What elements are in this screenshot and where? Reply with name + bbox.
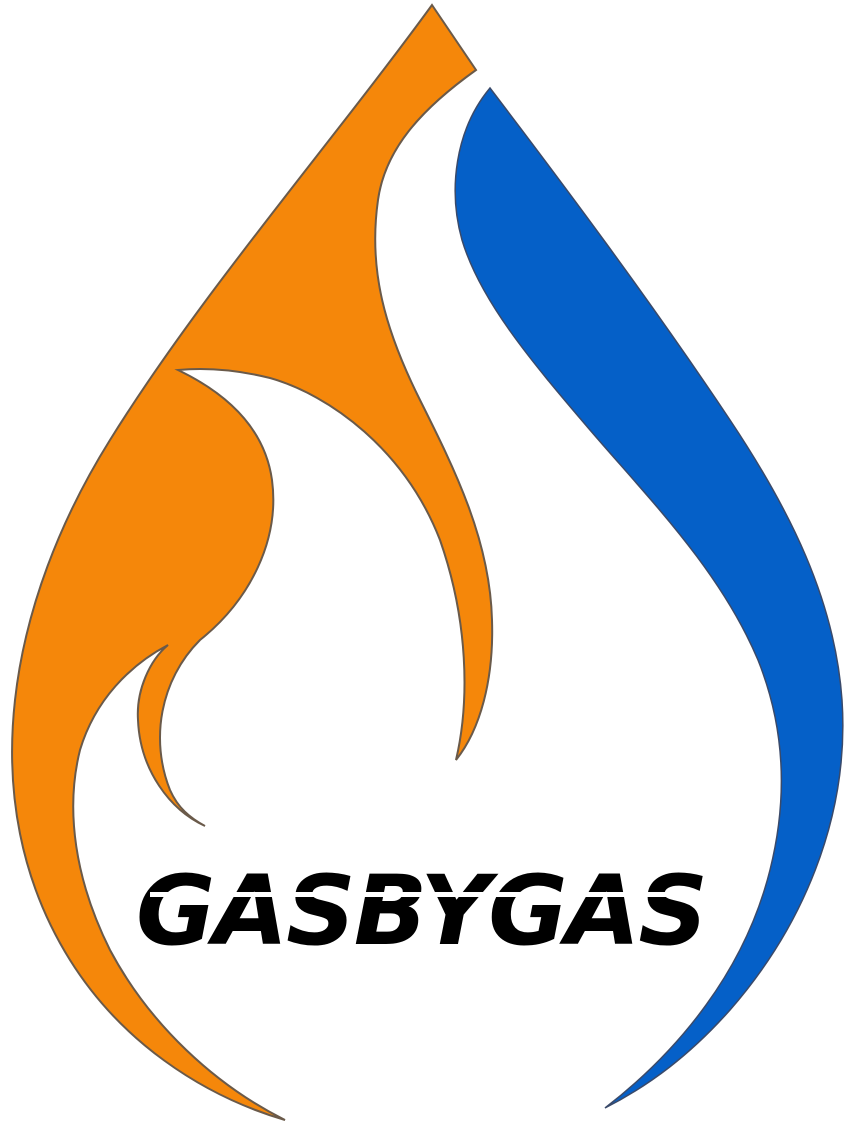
water-drop-shape-icon — [454, 86, 844, 1109]
flame-shape-icon — [11, 3, 494, 1121]
wordmark-stripe — [150, 892, 710, 897]
brand-name-text: GASBYGAS — [136, 855, 706, 967]
brand-wordmark: GASBYGAS — [136, 855, 710, 967]
